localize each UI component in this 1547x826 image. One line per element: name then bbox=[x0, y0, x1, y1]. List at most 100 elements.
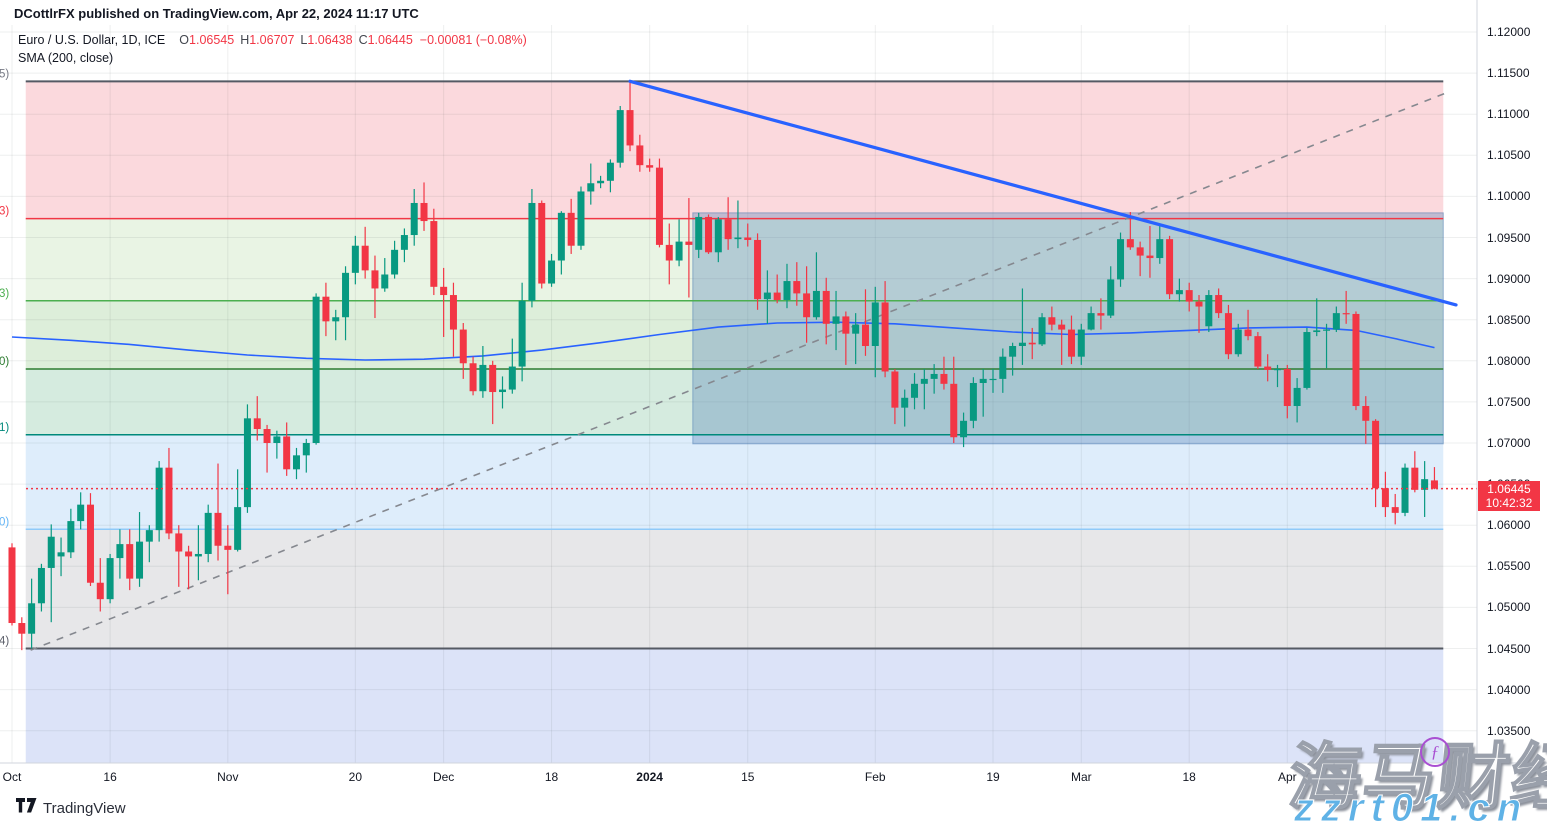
candle bbox=[920, 369, 928, 410]
candle bbox=[1323, 323, 1331, 369]
price-tick-label: 1.05000 bbox=[1487, 600, 1531, 615]
candle bbox=[812, 252, 820, 320]
candle bbox=[234, 469, 242, 552]
candle bbox=[636, 134, 644, 172]
candle bbox=[911, 373, 919, 410]
high-label: H bbox=[240, 33, 250, 47]
candle bbox=[47, 524, 55, 623]
candle bbox=[901, 389, 909, 427]
time-tick-label: 16 bbox=[103, 770, 117, 784]
low-value: 1.06438 bbox=[307, 33, 353, 47]
candle bbox=[1411, 451, 1419, 493]
candle bbox=[449, 282, 457, 357]
candle bbox=[1293, 378, 1301, 423]
candle bbox=[646, 158, 654, 172]
price-zones bbox=[25, 81, 1444, 763]
candle bbox=[1018, 288, 1026, 365]
candle bbox=[28, 578, 36, 649]
price-tick-label: 1.06000 bbox=[1487, 518, 1531, 533]
bar-countdown: 10:42:32 bbox=[1485, 495, 1533, 510]
attribution-header: DCottlrFX published on TradingView.com, … bbox=[14, 6, 419, 21]
left-cut-level-labels: 5) 3) 3) 0) 1) 0) 4) bbox=[0, 68, 9, 647]
candle bbox=[714, 216, 722, 263]
high-value: 1.06707 bbox=[249, 33, 295, 47]
last-price-value: 1.06445 bbox=[1487, 481, 1531, 496]
svg-text:4): 4) bbox=[0, 636, 9, 648]
tradingview-brand-text: TradingView bbox=[43, 799, 126, 817]
candle bbox=[194, 525, 202, 581]
candle bbox=[116, 529, 124, 579]
candle bbox=[655, 158, 663, 248]
candle bbox=[1234, 323, 1242, 357]
candle bbox=[1381, 471, 1389, 517]
chart-legend: Euro / U.S. Dollar, 1D, ICE O1.06545 H1.06… bbox=[18, 33, 527, 65]
candle bbox=[969, 377, 977, 429]
open-value: 1.06545 bbox=[189, 33, 235, 47]
time-tick-label: 2024 bbox=[636, 770, 663, 784]
candle bbox=[1205, 290, 1213, 333]
time-tick-label: 15 bbox=[741, 770, 755, 784]
ascending-trendline[interactable] bbox=[30, 92, 1445, 651]
candle bbox=[783, 263, 791, 309]
candle bbox=[705, 214, 713, 254]
candle bbox=[557, 211, 565, 275]
candle bbox=[1009, 342, 1017, 376]
time-tick-label: Nov bbox=[217, 770, 239, 784]
candle bbox=[871, 286, 879, 378]
candle bbox=[1244, 309, 1252, 341]
symbol-title[interactable]: Euro / U.S. Dollar, 1D, ICE bbox=[18, 33, 166, 47]
candle bbox=[351, 235, 359, 285]
candle bbox=[96, 558, 104, 612]
candle bbox=[832, 290, 840, 351]
candle bbox=[1058, 319, 1066, 365]
candle bbox=[744, 223, 752, 247]
candle bbox=[1430, 467, 1438, 490]
candle bbox=[1107, 266, 1115, 319]
sma-indicator-label[interactable]: SMA (200, close) bbox=[18, 51, 114, 65]
candle bbox=[489, 360, 497, 425]
candle bbox=[734, 200, 742, 249]
time-tick-label: Feb bbox=[864, 770, 886, 784]
candle bbox=[145, 525, 153, 563]
candle bbox=[852, 313, 860, 365]
candle bbox=[381, 258, 389, 292]
indicator-legend-row: SMA (200, close) bbox=[18, 51, 527, 65]
candle bbox=[136, 512, 144, 587]
candle bbox=[822, 277, 830, 345]
candle bbox=[518, 282, 526, 382]
candle bbox=[18, 617, 26, 651]
candle bbox=[597, 175, 605, 189]
candle bbox=[528, 189, 536, 308]
candle bbox=[342, 266, 350, 341]
candle bbox=[224, 525, 232, 595]
tradingview-attribution[interactable]: TradingView bbox=[16, 798, 126, 818]
candle bbox=[803, 266, 811, 343]
candle bbox=[106, 553, 114, 604]
price-tick-label: 1.05500 bbox=[1487, 559, 1531, 574]
candle bbox=[567, 198, 575, 254]
candle bbox=[1136, 241, 1144, 277]
candle bbox=[1332, 306, 1340, 333]
candle bbox=[499, 376, 506, 409]
candle bbox=[979, 369, 987, 417]
candle bbox=[1224, 304, 1232, 360]
candle bbox=[410, 189, 418, 246]
candle bbox=[1156, 225, 1164, 264]
svg-text:1): 1) bbox=[0, 422, 9, 434]
time-tick-label: Dec bbox=[432, 770, 455, 784]
candle bbox=[1097, 298, 1105, 330]
candle bbox=[371, 255, 379, 319]
descending-trendline[interactable] bbox=[628, 79, 1458, 307]
price-tick-label: 1.04500 bbox=[1487, 641, 1531, 656]
candle bbox=[508, 338, 516, 394]
candles-series bbox=[8, 82, 1438, 651]
candle bbox=[1342, 290, 1350, 324]
price-tick-label: 1.08000 bbox=[1487, 353, 1531, 368]
candle bbox=[685, 198, 693, 298]
candle bbox=[616, 105, 624, 168]
candle bbox=[989, 369, 997, 393]
candle bbox=[165, 447, 173, 540]
time-tick-label: 20 bbox=[348, 770, 363, 784]
